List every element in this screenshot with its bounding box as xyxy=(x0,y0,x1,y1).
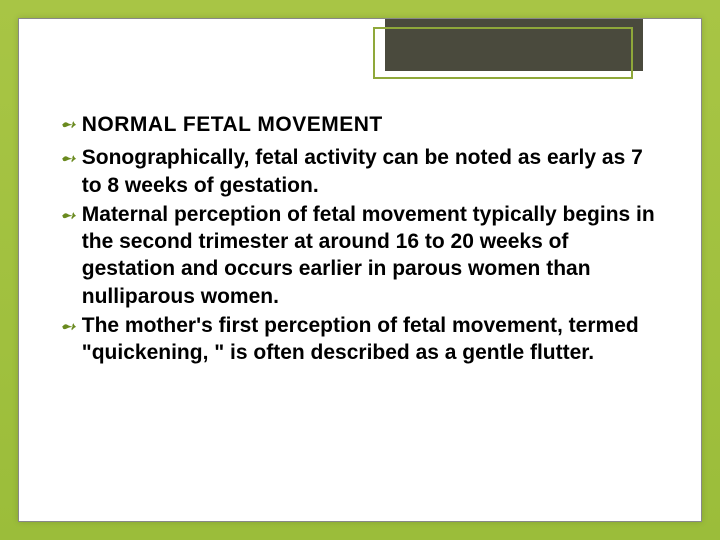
bullet-item: ➻ Maternal perception of fetal movement … xyxy=(59,201,661,310)
bullet-text: Sonographically, fetal activity can be n… xyxy=(82,144,661,199)
bullet-item: ➻ The mother's first perception of fetal… xyxy=(59,312,661,367)
content-area: ➻ NORMAL FETAL MOVEMENT ➻ Sonographicall… xyxy=(59,111,661,369)
tilde-bullet-icon: ➻ xyxy=(59,314,76,340)
bullet-text: Maternal perception of fetal movement ty… xyxy=(82,201,661,310)
tilde-bullet-icon: ➻ xyxy=(59,146,76,172)
title-outline-box xyxy=(373,27,633,79)
heading-line: ➻ NORMAL FETAL MOVEMENT xyxy=(59,111,661,138)
tilde-bullet-icon: ➻ xyxy=(59,112,76,138)
slide-inner: ➻ NORMAL FETAL MOVEMENT ➻ Sonographicall… xyxy=(18,18,702,522)
bullet-item: ➻ Sonographically, fetal activity can be… xyxy=(59,144,661,199)
slide-heading: NORMAL FETAL MOVEMENT xyxy=(82,111,383,138)
bullet-text: The mother's first perception of fetal m… xyxy=(82,312,661,367)
title-decorator xyxy=(373,19,643,83)
tilde-bullet-icon: ➻ xyxy=(59,203,76,229)
